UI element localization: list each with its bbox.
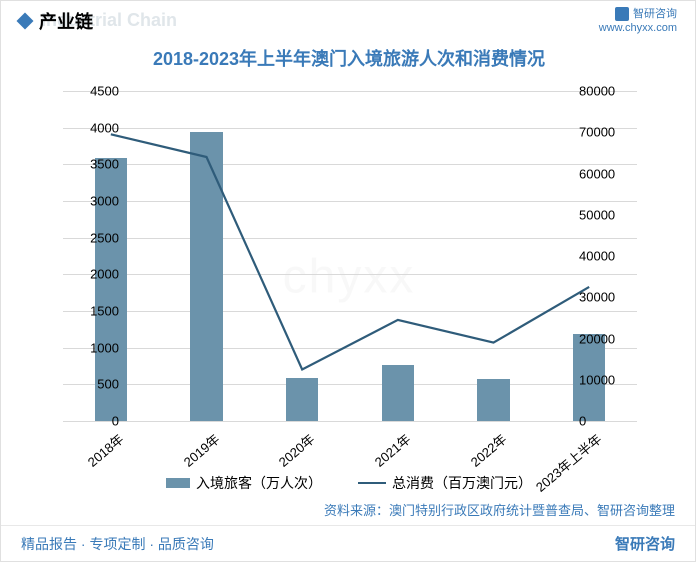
chart-area: 2018-2023年上半年澳门入境旅游人次和消费情况 chyxx 2018年20… (1, 41, 696, 513)
legend-item-bar: 入境旅客（万人次） (166, 473, 322, 493)
y-left-tick: 3500 (69, 157, 119, 172)
x-tick-label: 2020年 (274, 429, 318, 471)
brand-url: www.chyxx.com (599, 21, 677, 35)
x-tick-label: 2021年 (370, 429, 414, 471)
y-right-tick: 0 (579, 414, 629, 429)
chart-container: Industrial Chain 产业链 智研咨询 www.chyxx.com … (0, 0, 696, 562)
footer: 精品报告 · 专项定制 · 品质咨询 智研咨询 (1, 525, 695, 561)
y-left-tick: 4000 (69, 120, 119, 135)
section-title: 产业链 (39, 12, 93, 32)
x-tick-label: 2019年 (178, 429, 222, 471)
legend-bar-label: 入境旅客（万人次） (196, 473, 322, 493)
y-right-tick: 70000 (579, 125, 629, 140)
brand-name: 智研咨询 (633, 7, 677, 21)
grid-line (63, 421, 637, 422)
legend: 入境旅客（万人次） 总消费（百万澳门元） (1, 473, 696, 493)
y-left-tick: 4500 (69, 84, 119, 99)
y-right-tick: 80000 (579, 84, 629, 99)
brand-icon (615, 7, 629, 21)
legend-bar-swatch (166, 478, 190, 488)
y-left-tick: 1500 (69, 304, 119, 319)
brand-block: 智研咨询 www.chyxx.com (599, 7, 677, 36)
y-right-tick: 20000 (579, 331, 629, 346)
footer-left: 精品报告 · 专项定制 · 品质咨询 (21, 534, 214, 554)
y-right-tick: 10000 (579, 372, 629, 387)
legend-line-label: 总消费（百万澳门元） (392, 473, 532, 493)
y-left-tick: 3000 (69, 194, 119, 209)
y-right-tick: 50000 (579, 207, 629, 222)
x-tick-label: 2018年 (83, 429, 127, 471)
y-left-tick: 1000 (69, 340, 119, 355)
y-right-tick: 30000 (579, 290, 629, 305)
y-right-tick: 60000 (579, 166, 629, 181)
plot (63, 91, 637, 421)
x-tick-label: 2022年 (465, 429, 509, 471)
y-left-tick: 0 (69, 414, 119, 429)
footer-right: 智研咨询 (615, 533, 675, 554)
y-left-tick: 500 (69, 377, 119, 392)
y-left-tick: 2500 (69, 230, 119, 245)
y-right-tick: 40000 (579, 249, 629, 264)
chart-title: 2018-2023年上半年澳门入境旅游人次和消费情况 (1, 41, 696, 71)
header-left: Industrial Chain 产业链 (19, 8, 93, 34)
legend-item-line: 总消费（百万澳门元） (358, 473, 532, 493)
line-series (63, 91, 637, 421)
legend-line-swatch (358, 482, 386, 484)
header: Industrial Chain 产业链 智研咨询 www.chyxx.com (1, 1, 695, 41)
diamond-icon (17, 13, 34, 30)
brand-top: 智研咨询 (615, 7, 677, 21)
y-left-tick: 2000 (69, 267, 119, 282)
source-text: 资料来源：澳门特别行政区政府统计暨普查局、智研咨询整理 (324, 500, 675, 519)
